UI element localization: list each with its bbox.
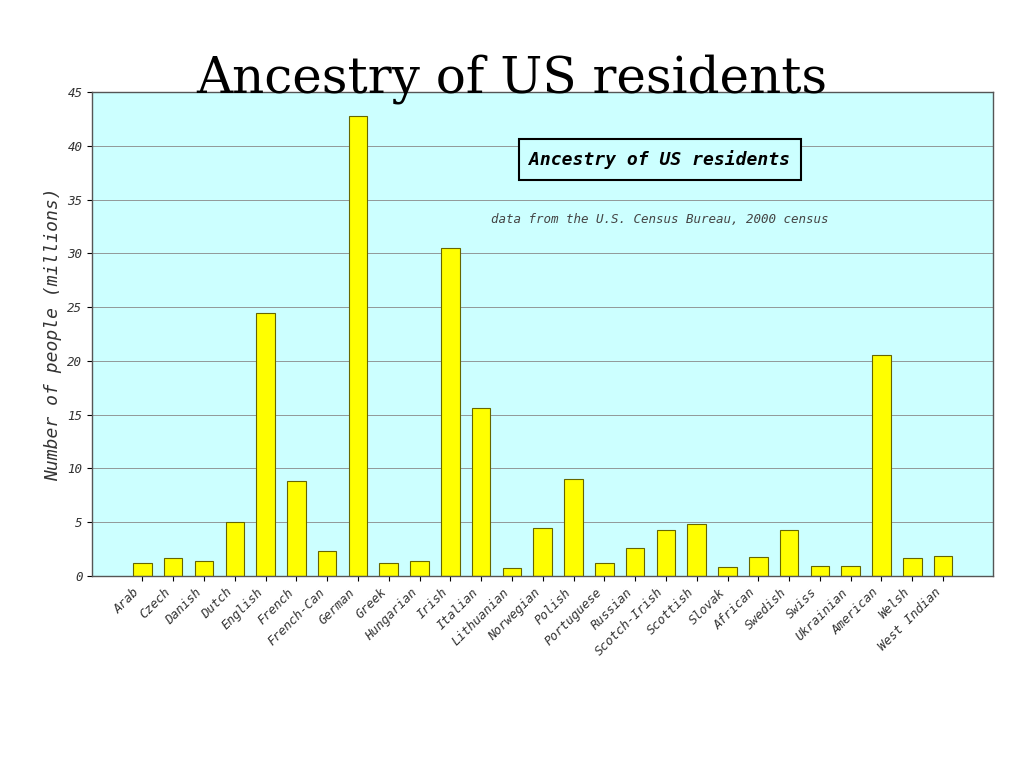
Bar <box>380 563 398 576</box>
Bar <box>656 530 675 576</box>
Bar <box>872 355 891 576</box>
Text: Ancestry of US residents: Ancestry of US residents <box>529 151 791 169</box>
Text: Ancestry of US residents: Ancestry of US residents <box>197 54 827 104</box>
Bar <box>441 248 460 576</box>
Bar <box>287 482 305 576</box>
Bar <box>133 563 152 576</box>
Bar <box>534 528 552 576</box>
Bar <box>811 566 829 576</box>
Y-axis label: Number of people (millions): Number of people (millions) <box>44 187 61 481</box>
Text: data from the U.S. Census Bureau, 2000 census: data from the U.S. Census Bureau, 2000 c… <box>492 214 828 226</box>
Bar <box>750 557 768 576</box>
Bar <box>472 409 490 576</box>
Bar <box>349 116 368 576</box>
Bar <box>842 566 860 576</box>
Bar <box>195 561 213 576</box>
Bar <box>164 558 182 576</box>
Bar <box>626 548 644 576</box>
Bar <box>595 563 613 576</box>
Bar <box>718 568 736 576</box>
Bar <box>256 313 274 576</box>
Bar <box>687 525 706 576</box>
Bar <box>934 555 952 576</box>
Bar <box>780 530 799 576</box>
Bar <box>503 568 521 576</box>
Bar <box>225 522 244 576</box>
Bar <box>317 551 336 576</box>
Bar <box>564 479 583 576</box>
Bar <box>411 561 429 576</box>
Bar <box>903 558 922 576</box>
